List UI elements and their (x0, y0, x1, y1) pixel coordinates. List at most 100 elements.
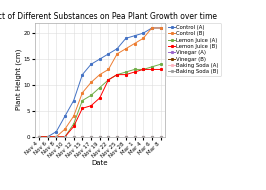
Lemon Juice (A) (37, 136, 40, 138)
Vinegar (A) (89, 136, 93, 138)
Control (B) (124, 48, 127, 50)
Vinegar (A) (72, 136, 75, 138)
Baking Soda (A) (133, 136, 136, 138)
Control (A) (98, 58, 101, 60)
Lemon Juice (A) (124, 71, 127, 73)
Vinegar (A) (150, 136, 153, 138)
Vinegar (B) (98, 136, 101, 138)
Baking Soda (B) (150, 136, 153, 138)
Lemon Juice (A) (142, 68, 145, 70)
Lemon Juice (A) (98, 86, 101, 89)
Control (A) (72, 99, 75, 102)
Baking Soda (B) (37, 136, 40, 138)
Lemon Juice (B) (159, 68, 162, 70)
Vinegar (A) (133, 136, 136, 138)
Baking Soda (A) (89, 136, 93, 138)
Line: Baking Soda (A): Baking Soda (A) (38, 136, 161, 138)
Vinegar (B) (89, 136, 93, 138)
Line: Vinegar (A): Vinegar (A) (38, 136, 161, 138)
Vinegar (A) (81, 136, 84, 138)
Baking Soda (A) (72, 136, 75, 138)
Vinegar (B) (150, 136, 153, 138)
Control (B) (142, 37, 145, 40)
Control (A) (81, 74, 84, 76)
Line: Control (A): Control (A) (38, 27, 161, 138)
Lemon Juice (B) (133, 71, 136, 73)
Lemon Juice (A) (107, 79, 110, 81)
Vinegar (A) (37, 136, 40, 138)
Lemon Juice (B) (81, 107, 84, 109)
Baking Soda (B) (46, 136, 49, 138)
Vinegar (B) (55, 136, 58, 138)
Baking Soda (A) (98, 136, 101, 138)
Control (B) (115, 53, 119, 55)
Control (A) (89, 63, 93, 65)
Control (A) (133, 35, 136, 37)
Vinegar (B) (46, 136, 49, 138)
Control (B) (107, 68, 110, 70)
Vinegar (A) (159, 136, 162, 138)
Vinegar (B) (115, 136, 119, 138)
X-axis label: Date: Date (92, 160, 108, 166)
Legend: Control (A), Control (B), Lemon Juice (A), Lemon Juice (B), Vinegar (A), Vinegar: Control (A), Control (B), Lemon Juice (A… (166, 23, 221, 76)
Vinegar (A) (46, 136, 49, 138)
Vinegar (B) (142, 136, 145, 138)
Control (B) (37, 136, 40, 138)
Baking Soda (B) (72, 136, 75, 138)
Control (B) (89, 81, 93, 84)
Lemon Juice (A) (72, 123, 75, 125)
Control (A) (37, 136, 40, 138)
Lemon Juice (B) (46, 136, 49, 138)
Lemon Juice (B) (98, 97, 101, 99)
Lemon Juice (A) (89, 94, 93, 97)
Control (B) (98, 74, 101, 76)
Line: Control (B): Control (B) (38, 27, 161, 138)
Baking Soda (B) (55, 136, 58, 138)
Vinegar (A) (115, 136, 119, 138)
Lemon Juice (B) (115, 74, 119, 76)
Vinegar (A) (142, 136, 145, 138)
Baking Soda (A) (81, 136, 84, 138)
Vinegar (A) (63, 136, 66, 138)
Baking Soda (B) (159, 136, 162, 138)
Lemon Juice (B) (55, 136, 58, 138)
Title: Effect of Different Substances on Pea Plant Growth over time: Effect of Different Substances on Pea Pl… (0, 12, 217, 21)
Line: Lemon Juice (A): Lemon Juice (A) (38, 63, 161, 138)
Baking Soda (A) (159, 136, 162, 138)
Lemon Juice (B) (142, 68, 145, 70)
Baking Soda (B) (63, 136, 66, 138)
Line: Baking Soda (B): Baking Soda (B) (38, 136, 161, 138)
Lemon Juice (A) (55, 136, 58, 138)
Control (A) (55, 131, 58, 133)
Line: Vinegar (B): Vinegar (B) (38, 136, 161, 138)
Vinegar (B) (37, 136, 40, 138)
Baking Soda (A) (150, 136, 153, 138)
Lemon Juice (B) (124, 74, 127, 76)
Lemon Juice (A) (46, 136, 49, 138)
Lemon Juice (A) (150, 66, 153, 68)
Control (A) (107, 53, 110, 55)
Control (A) (142, 32, 145, 34)
Vinegar (A) (124, 136, 127, 138)
Vinegar (A) (55, 136, 58, 138)
Vinegar (B) (133, 136, 136, 138)
Lemon Juice (B) (150, 68, 153, 70)
Control (B) (55, 136, 58, 138)
Baking Soda (B) (98, 136, 101, 138)
Baking Soda (A) (115, 136, 119, 138)
Lemon Juice (A) (133, 68, 136, 70)
Control (B) (150, 27, 153, 29)
Vinegar (B) (159, 136, 162, 138)
Control (A) (150, 27, 153, 29)
Line: Lemon Juice (B): Lemon Juice (B) (38, 69, 161, 138)
Vinegar (B) (107, 136, 110, 138)
Baking Soda (B) (89, 136, 93, 138)
Baking Soda (B) (81, 136, 84, 138)
Control (A) (63, 115, 66, 117)
Control (A) (115, 48, 119, 50)
Baking Soda (A) (37, 136, 40, 138)
Control (A) (124, 37, 127, 40)
Lemon Juice (B) (89, 105, 93, 107)
Baking Soda (A) (107, 136, 110, 138)
Baking Soda (A) (142, 136, 145, 138)
